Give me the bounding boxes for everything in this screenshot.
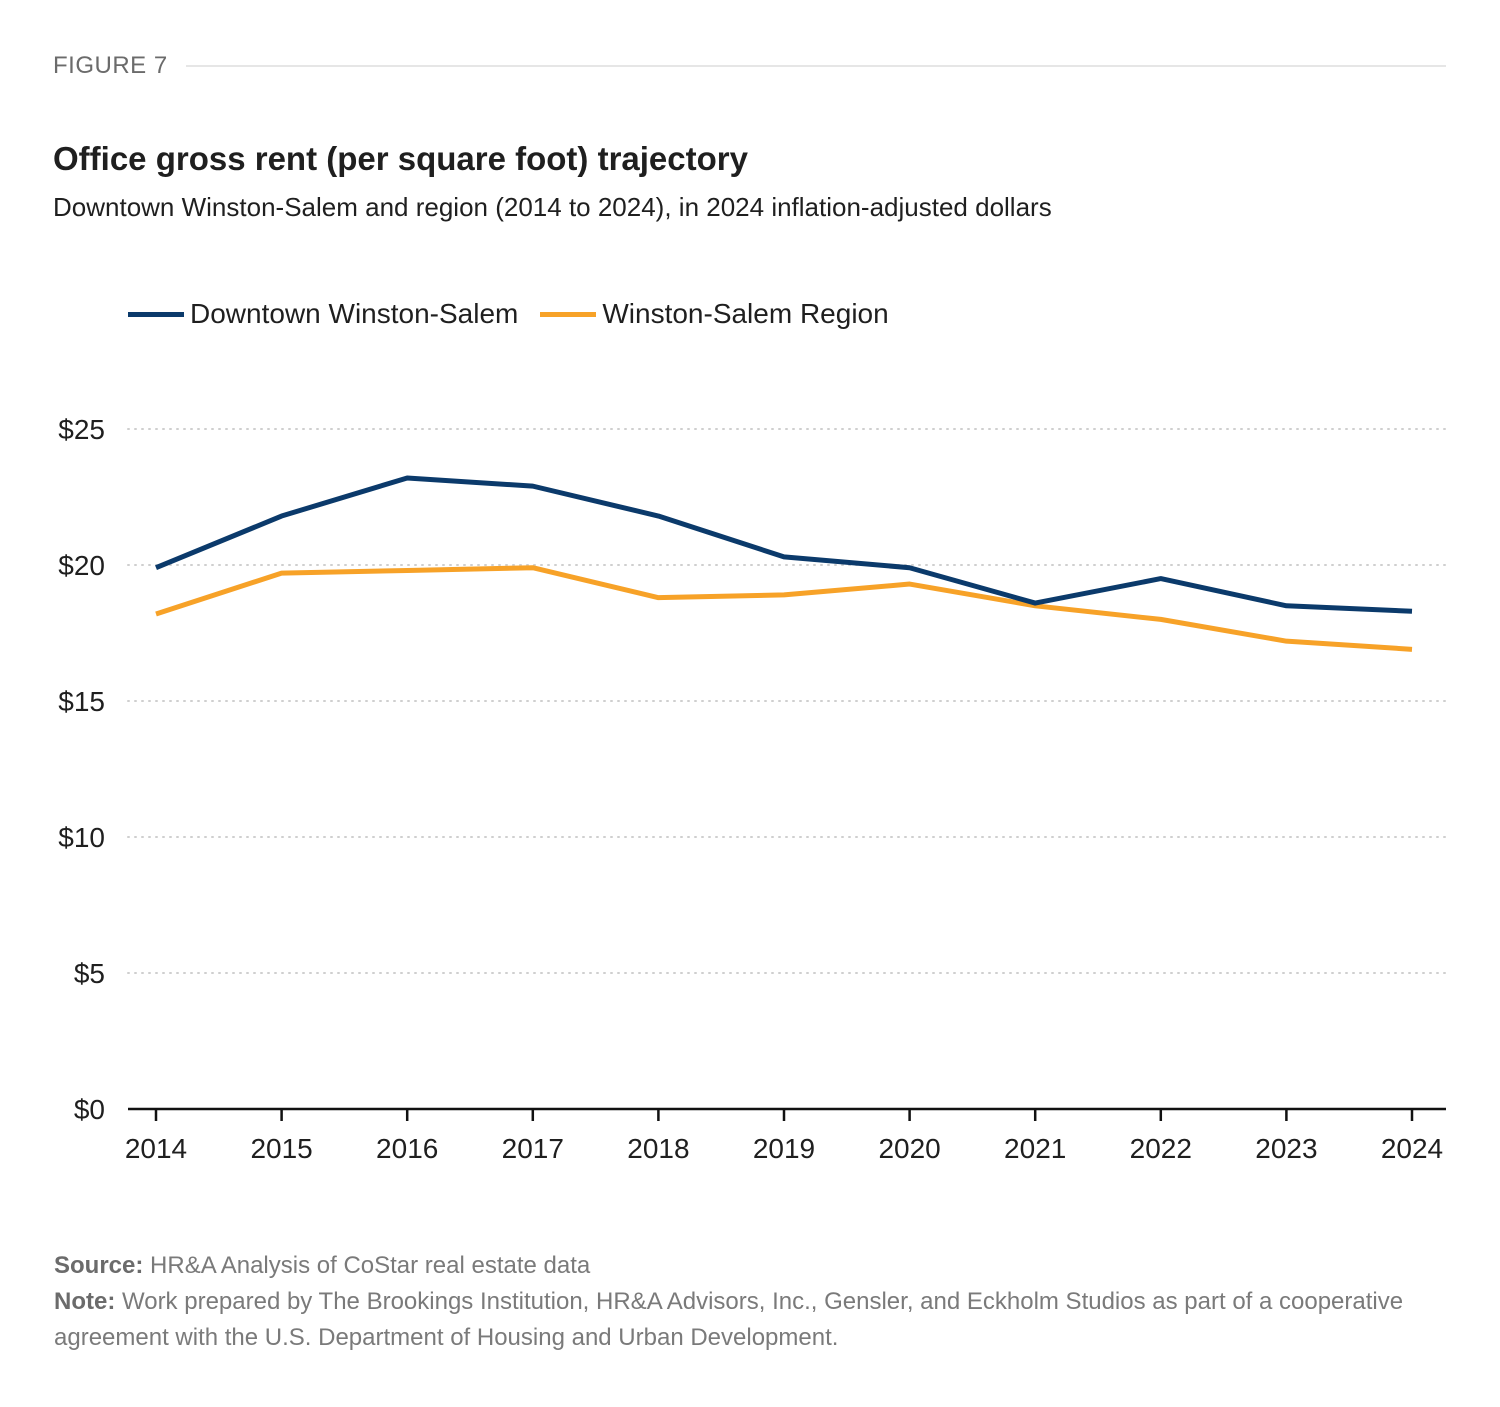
y-tick-label: $15: [58, 686, 105, 717]
x-tick-label: 2019: [753, 1133, 815, 1164]
y-tick-label: $0: [74, 1094, 105, 1125]
figure-divider: [186, 65, 1446, 67]
x-tick-label: 2020: [878, 1133, 940, 1164]
footer: Source: HR&A Analysis of CoStar real est…: [54, 1248, 1454, 1356]
x-tick-label: 2016: [376, 1133, 438, 1164]
legend-swatch-region: [540, 311, 597, 317]
figure-label: FIGURE 7: [53, 52, 168, 79]
x-tick-label: 2021: [1004, 1133, 1066, 1164]
x-tick-label: 2023: [1255, 1133, 1317, 1164]
y-tick-label: $10: [58, 822, 105, 853]
x-tick-label: 2017: [502, 1133, 564, 1164]
chart-title: Office gross rent (per square foot) traj…: [53, 140, 748, 177]
note-label: Note:: [54, 1288, 116, 1315]
legend-label-downtown: Downtown Winston-Salem: [190, 298, 519, 329]
series-line-region: [155, 565, 1413, 652]
legend-item-downtown: Downtown Winston-Salem: [128, 298, 518, 330]
note-line: Note: Work prepared by The Brookings Ins…: [54, 1284, 1454, 1356]
y-tick-label: $20: [58, 550, 105, 581]
legend-item-region: Winston-Salem Region: [540, 298, 889, 330]
x-tick-label: 2022: [1130, 1133, 1192, 1164]
y-tick-label: $5: [74, 958, 105, 989]
legend-label-region: Winston-Salem Region: [602, 298, 889, 329]
legend: Downtown Winston-Salem Winston-Salem Reg…: [128, 298, 911, 330]
source-line: Source: HR&A Analysis of CoStar real est…: [54, 1248, 1454, 1284]
x-tick-label: 2018: [627, 1133, 689, 1164]
x-tick-label: 2015: [250, 1133, 312, 1164]
x-tick-label: 2014: [125, 1133, 187, 1164]
legend-swatch-downtown: [128, 311, 184, 317]
source-text: HR&A Analysis of CoStar real estate data: [143, 1252, 591, 1279]
source-label: Source:: [54, 1252, 144, 1279]
series-line-downtown: [155, 475, 1413, 614]
note-text: Work prepared by The Brookings Instituti…: [54, 1288, 1404, 1351]
y-tick-label: $25: [58, 414, 105, 445]
chart-subtitle: Downtown Winston-Salem and region (2014 …: [53, 192, 1052, 222]
x-tick-label: 2024: [1381, 1133, 1443, 1164]
